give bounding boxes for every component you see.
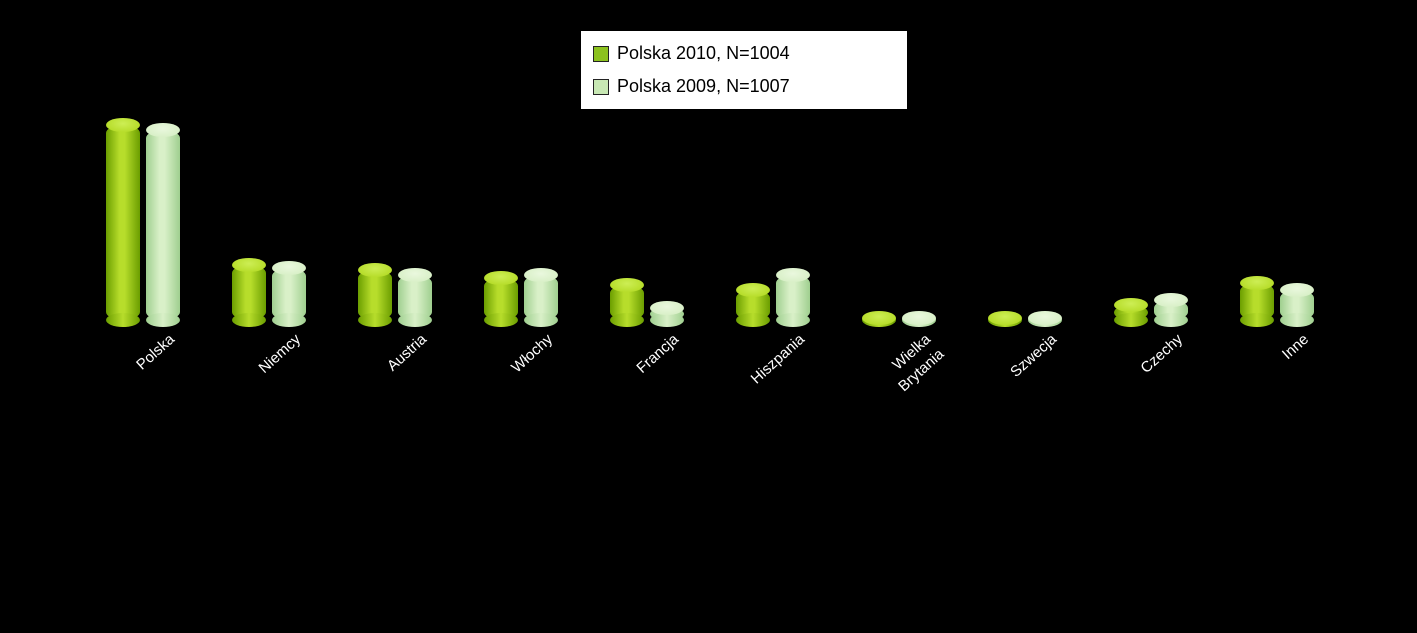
bar-pair	[106, 125, 180, 320]
legend-label-2010: Polska 2010, N=1004	[617, 43, 790, 64]
x-axis-label: Włochy	[450, 330, 557, 429]
bar	[610, 285, 644, 320]
bar-pair	[484, 275, 558, 320]
bar-pair	[736, 275, 810, 320]
bar-pair	[862, 318, 936, 321]
legend-swatch-2010	[593, 46, 609, 62]
bar	[988, 318, 1022, 321]
bar	[1280, 290, 1314, 320]
x-axis-label: Austria	[324, 330, 431, 429]
bar	[1240, 283, 1274, 321]
bar-pair	[610, 285, 684, 320]
bar	[272, 268, 306, 321]
bar	[106, 125, 140, 320]
x-axis-label: Polska	[72, 330, 179, 429]
bar	[524, 275, 558, 320]
x-axis-label: Czechy	[1080, 330, 1187, 429]
x-axis-label: Hiszpania	[702, 330, 809, 429]
legend-swatch-2009	[593, 79, 609, 95]
x-axis-label: Francja	[576, 330, 683, 429]
bar	[484, 278, 518, 321]
bar	[1154, 300, 1188, 320]
bar-pair	[988, 318, 1062, 321]
x-axis-label: Szwecja	[954, 330, 1061, 429]
bar-pair	[358, 270, 432, 320]
bar	[650, 308, 684, 321]
legend: Polska 2010, N=1004 Polska 2009, N=1007	[580, 30, 908, 110]
bar-pair	[1240, 283, 1314, 321]
legend-label-2009: Polska 2009, N=1007	[617, 76, 790, 97]
chart-stage: PolskaNiemcyAustriaWłochyFrancjaHiszpani…	[0, 0, 1417, 633]
bar	[1114, 305, 1148, 320]
bar	[232, 265, 266, 320]
bar	[776, 275, 810, 320]
bar	[146, 130, 180, 320]
x-axis-label: Inne	[1206, 330, 1313, 429]
bar	[902, 318, 936, 321]
bar	[398, 275, 432, 320]
x-axis-label: Wielka Brytania	[828, 330, 949, 444]
bar	[862, 318, 896, 321]
legend-item-2009: Polska 2009, N=1007	[593, 70, 893, 103]
bar	[736, 290, 770, 320]
bar	[1028, 318, 1062, 321]
bar-pair	[232, 265, 306, 320]
x-axis-label: Niemcy	[198, 330, 305, 429]
legend-item-2010: Polska 2010, N=1004	[593, 37, 893, 70]
bar-pair	[1114, 300, 1188, 320]
bar	[358, 270, 392, 320]
